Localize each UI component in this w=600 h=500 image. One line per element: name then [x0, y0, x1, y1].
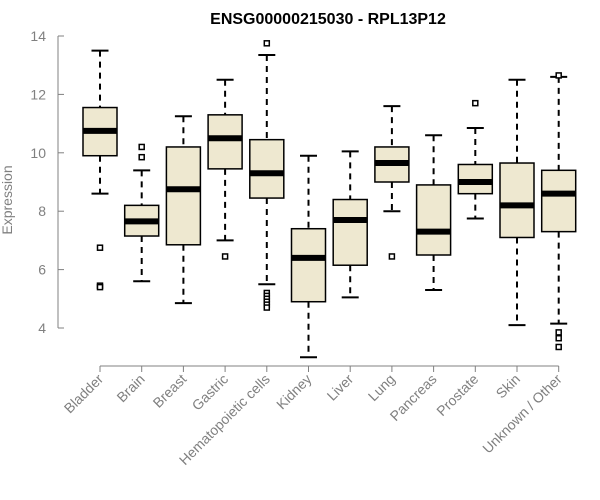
- outlier-point: [472, 99, 479, 107]
- y-axis-label: Expression: [0, 165, 15, 234]
- outlier-point: [96, 283, 104, 291]
- outlier-point: [138, 143, 145, 151]
- x-tick-label: Kidney: [273, 371, 315, 413]
- y-tick-label: 4: [38, 320, 46, 336]
- x-tick-label: Prostate: [433, 371, 481, 419]
- outlier-point: [96, 244, 104, 251]
- y-tick-label: 6: [38, 262, 46, 278]
- iqr-box: [249, 138, 285, 199]
- outlier-point: [555, 343, 562, 351]
- box-kidney: [290, 154, 327, 359]
- x-tick-label: Lung: [365, 371, 398, 404]
- box-gastric: [207, 78, 243, 260]
- y-tick-label: 8: [38, 203, 46, 219]
- outlier-point: [555, 329, 562, 336]
- x-tick-label: Brain: [113, 371, 147, 405]
- box-lung: [374, 105, 410, 260]
- y-axis: 4 6 8 10 12 14: [30, 28, 64, 336]
- iqr-box: [499, 162, 535, 239]
- outlier-point: [555, 334, 562, 342]
- iqr-box: [207, 114, 243, 170]
- box-pancreas: [415, 134, 452, 292]
- x-tick-label: Unknown / Other: [479, 371, 565, 457]
- outlier-point: [138, 153, 145, 161]
- box-unknown-other: [540, 72, 577, 351]
- x-tick-label: Liver: [324, 371, 357, 404]
- box-bladder: [82, 49, 118, 291]
- y-tick-label: 10: [30, 145, 46, 161]
- chart-title: ENSG00000215030 - RPL13P12: [210, 11, 446, 28]
- box-series: [82, 40, 577, 359]
- iqr-box: [165, 146, 202, 246]
- iqr-box: [332, 198, 368, 266]
- y-tick-label: 12: [30, 86, 46, 102]
- iqr-box: [415, 184, 452, 256]
- box-brain: [123, 143, 160, 283]
- box-prostate: [457, 99, 494, 220]
- x-tick-label: Breast: [150, 371, 190, 411]
- outlier-point: [263, 40, 271, 47]
- iqr-box: [540, 169, 577, 233]
- outlier-point: [221, 253, 229, 260]
- box-hematopoietic-cells: [249, 40, 285, 311]
- outlier-point: [263, 304, 271, 311]
- outlier-point: [388, 253, 396, 260]
- x-tick-label: Bladder: [61, 371, 107, 417]
- iqr-box: [290, 227, 327, 303]
- y-tick-label: 14: [30, 28, 46, 44]
- box-skin: [499, 78, 535, 327]
- outlier-point: [555, 72, 562, 79]
- x-tick-label: Skin: [493, 371, 524, 402]
- box-liver: [332, 150, 368, 299]
- box-breast: [165, 115, 202, 305]
